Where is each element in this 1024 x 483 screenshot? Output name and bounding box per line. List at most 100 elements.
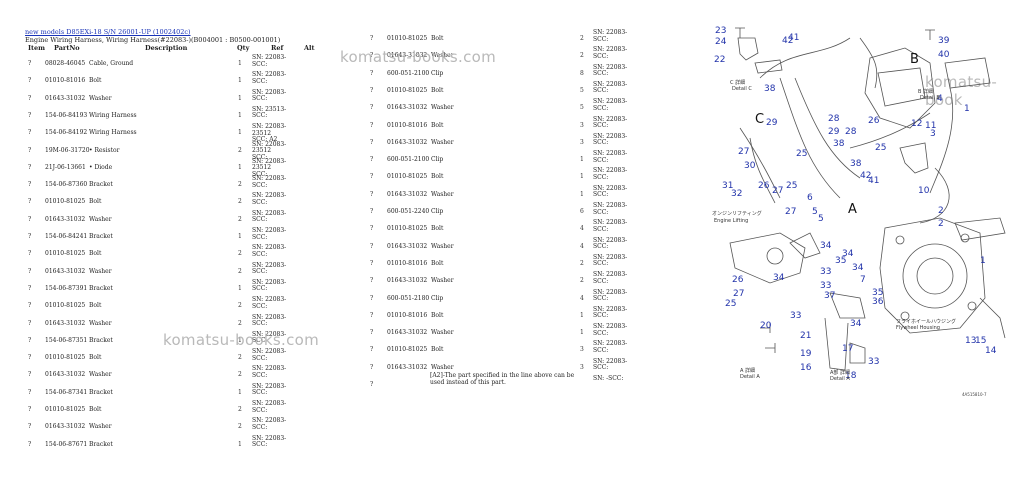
ref-cell: SN: 22083-SCC: [252, 192, 287, 206]
item-cell: ? [370, 138, 374, 146]
partno-cell: 600-051-2180 [387, 294, 430, 302]
callout-number: 17 [842, 344, 853, 354]
partno-cell: 154-06-84193 [45, 111, 88, 119]
callout-number: B [910, 52, 919, 67]
ref-cell: SN: 22083-23512 SCC: [252, 157, 287, 178]
callout-number: 25 [875, 143, 886, 153]
item-cell: ? [28, 388, 32, 396]
callout-number: 10 [918, 186, 930, 196]
qty-cell: 2 [238, 267, 242, 275]
qty-cell: 1 [238, 284, 242, 292]
item-cell: ? [370, 208, 374, 215]
description-cell: Bolt [89, 77, 102, 85]
callout-number: 35 [872, 288, 883, 298]
callout-number: 26 [732, 275, 744, 285]
item-cell: ? [28, 77, 32, 85]
ref-cell: SN: -SCC: [593, 375, 624, 382]
callout-number: 3 [930, 129, 936, 139]
callout-number: 29 [766, 118, 778, 128]
qty-cell: 5 [580, 86, 584, 94]
description-cell: Washer [431, 190, 454, 198]
partno-cell: 01010-81016 [387, 121, 428, 129]
description-cell: Washer [89, 371, 112, 379]
partno-cell: 01643-31032 [387, 363, 428, 371]
ref-cell: SN: 22083-23512 SCC: A2 [252, 123, 287, 144]
item-cell: ? [28, 250, 32, 258]
ref-cell: SN: 22083-SCC: [252, 348, 287, 362]
footnote: [A2]-The part specified in the line abov… [430, 372, 575, 386]
item-cell: ? [370, 381, 374, 388]
item-cell: ? [28, 406, 32, 413]
callout-number: 36 [872, 297, 884, 307]
diagram-caption: Detail A [830, 376, 850, 382]
qty-cell: 1 [580, 329, 584, 337]
partno-cell: 01010-81025 [387, 86, 428, 94]
callout-number: 7 [860, 275, 866, 285]
qty-cell: 2 [238, 371, 242, 379]
description-cell: Bolt [431, 259, 444, 267]
description-cell: Clip [431, 69, 444, 77]
callout-number: 11 [925, 121, 936, 131]
callout-number: 39 [938, 36, 950, 46]
model-link[interactable]: new models D85EXi-18 S/N 26001-UP (10024… [25, 28, 191, 36]
ref-cell: SN: 22083-SCC: [252, 382, 287, 397]
description-cell: Washer [89, 319, 112, 327]
diagram-caption: Detail A [740, 374, 760, 380]
description-cell: Bolt [431, 346, 444, 354]
callout-number: 16 [800, 363, 812, 373]
partno-cell: 01010-81025 [45, 302, 86, 310]
partno-cell: 600-051-2100 [387, 69, 430, 77]
callout-number: 1 [964, 104, 970, 114]
qty-cell: 2 [238, 406, 242, 413]
description-cell: Bolt [431, 173, 444, 181]
callout-number: 21 [800, 331, 811, 341]
partno-cell: 154-06-87341 [45, 388, 88, 396]
callout-number: 29 [828, 127, 840, 137]
description-cell: Washer [431, 329, 454, 337]
partno-cell: 01010-81025 [45, 354, 86, 362]
col-qty: Qty [237, 44, 250, 52]
callout-number: 1 [980, 256, 986, 266]
callout-number: 5 [812, 207, 818, 217]
qty-cell: 5 [580, 104, 584, 112]
qty-cell: 4 [580, 294, 584, 302]
qty-cell: 2 [238, 146, 242, 154]
ref-cell: SN: 22083-SCC: [593, 219, 628, 233]
callout-number: 31 [722, 181, 733, 191]
col-partno: PartNo [54, 44, 80, 52]
callout-number: 38 [833, 139, 845, 149]
qty-cell: 2 [238, 250, 242, 258]
partno-cell: 154-06-87671 [45, 440, 88, 448]
callout-number: 25 [786, 181, 797, 191]
partno-cell: 01643-31032 [45, 215, 86, 223]
callout-number: 41 [788, 33, 799, 43]
ref-cell: SN: 22083-SCC: [593, 357, 628, 372]
item-cell: ? [370, 294, 374, 302]
qty-cell: 3 [580, 363, 584, 371]
callout-number: 35 [835, 256, 846, 266]
item-cell: ? [28, 146, 32, 154]
item-cell: ? [370, 242, 374, 250]
description-cell: Washer [431, 52, 454, 60]
qty-cell: 4 [580, 242, 584, 250]
ref-cell: SN: 22083-SCC: [252, 244, 287, 258]
item-cell: ? [370, 104, 374, 112]
description-cell: Bracket [89, 233, 113, 240]
description-cell: Bolt [89, 302, 102, 310]
partno-cell: 600-051-2100 [387, 156, 430, 164]
callout-number: 28 [828, 114, 840, 124]
qty-cell: 4 [580, 225, 584, 233]
item-cell: ? [28, 267, 32, 275]
ref-cell: SN: 22083-SCC: [252, 54, 287, 68]
callout-number: 27 [733, 289, 744, 299]
item-cell: ? [370, 225, 374, 233]
description-cell: Wiring Harness [89, 111, 137, 119]
qty-cell: 1 [238, 77, 242, 85]
ref-cell: SN: 22083-SCC: [252, 71, 287, 85]
watermark: komatsu-books.com [340, 48, 497, 66]
ref-cell: SN: 22083-SCC: [593, 115, 628, 129]
item-cell: ? [370, 173, 374, 181]
diagram-caption: A部 詳細 [830, 369, 850, 376]
col-alt: Alt [304, 44, 315, 52]
item-cell: ? [370, 259, 374, 267]
